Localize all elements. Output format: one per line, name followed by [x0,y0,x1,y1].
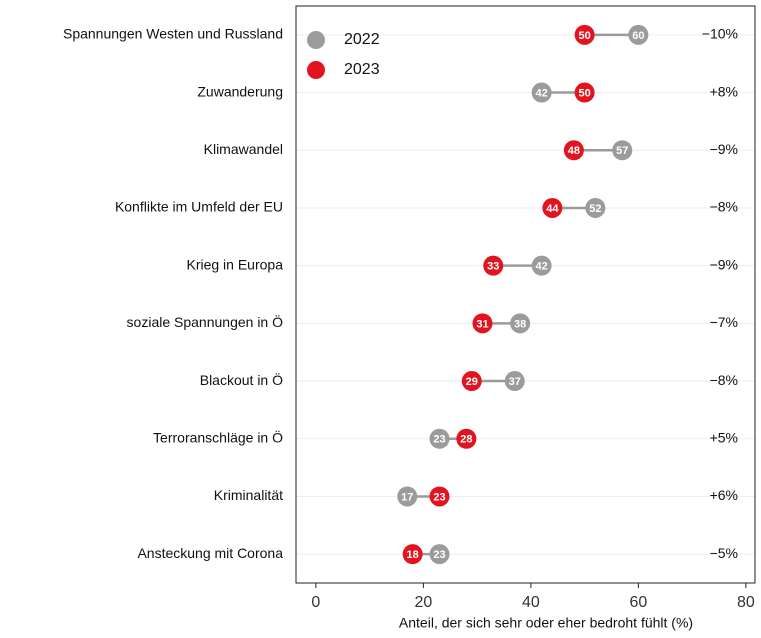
x-tick-label: 40 [522,594,540,611]
value-label: 50 [578,30,590,42]
category-label: Ansteckung mit Corona [137,545,283,561]
value-label: 23 [433,434,445,446]
legend-marker [307,31,325,49]
dot [397,486,418,507]
change-label: −7% [710,314,738,330]
value-label: 42 [535,87,547,99]
x-tick-label: 0 [311,594,320,611]
change-label: −5% [710,545,738,561]
dot [585,197,606,218]
value-label: 29 [466,376,478,388]
dot [429,428,450,449]
x-axis-label: Anteil, der sich sehr oder eher bedroht … [399,615,693,631]
value-label: 33 [487,261,499,273]
dot [429,544,450,565]
change-label: +6% [710,487,738,503]
change-label: −9% [710,141,738,157]
category-label: Kriminalität [214,487,283,503]
dot [510,313,531,334]
value-label: 28 [460,434,472,446]
value-label: 60 [632,30,644,42]
value-label: 48 [568,145,580,157]
dot [612,140,633,161]
value-label: 23 [433,549,445,561]
change-label: +5% [710,429,738,445]
plot-frame [295,5,756,584]
dot [574,82,595,103]
category-label: Blackout in Ö [200,371,283,388]
value-label: 52 [589,203,601,215]
value-label: 37 [509,376,521,388]
dot [628,24,649,45]
x-tick-label: 80 [737,594,755,611]
dot [429,486,450,507]
value-label: 38 [514,318,526,330]
value-label: 31 [476,318,488,330]
dot [461,371,482,392]
legend-label: 2022 [344,31,380,48]
category-label: Zuwanderung [197,83,283,99]
dot [531,82,552,103]
x-tick-label: 60 [629,594,647,611]
dot [574,24,595,45]
dot [542,197,563,218]
category-label: Spannungen Westen und Russland [63,26,283,42]
dot [472,313,493,334]
category-label: Terroranschläge in Ö [153,428,283,445]
value-label: 44 [546,203,559,215]
change-label: −9% [710,256,738,272]
value-label: 42 [535,261,547,273]
change-label: −10% [702,26,738,42]
change-label: +8% [710,83,738,99]
dot [402,544,423,565]
dot [563,140,584,161]
value-label: 23 [433,491,445,503]
change-label: −8% [710,199,738,215]
legend-marker [307,61,325,79]
category-label: Krieg in Europa [186,256,283,272]
legend-label: 2023 [344,61,380,78]
dot [456,428,477,449]
dot [504,371,525,392]
value-label: 50 [578,87,590,99]
change-label: −8% [710,372,738,388]
dot [483,255,504,276]
category-label: soziale Spannungen in Ö [127,313,284,330]
value-label: 18 [407,549,419,561]
x-tick-label: 20 [414,594,432,611]
category-label: Konflikte im Umfeld der EU [115,199,283,215]
value-label: 57 [616,145,628,157]
category-label: Klimawandel [204,141,283,157]
value-label: 17 [401,491,413,503]
dot [531,255,552,276]
